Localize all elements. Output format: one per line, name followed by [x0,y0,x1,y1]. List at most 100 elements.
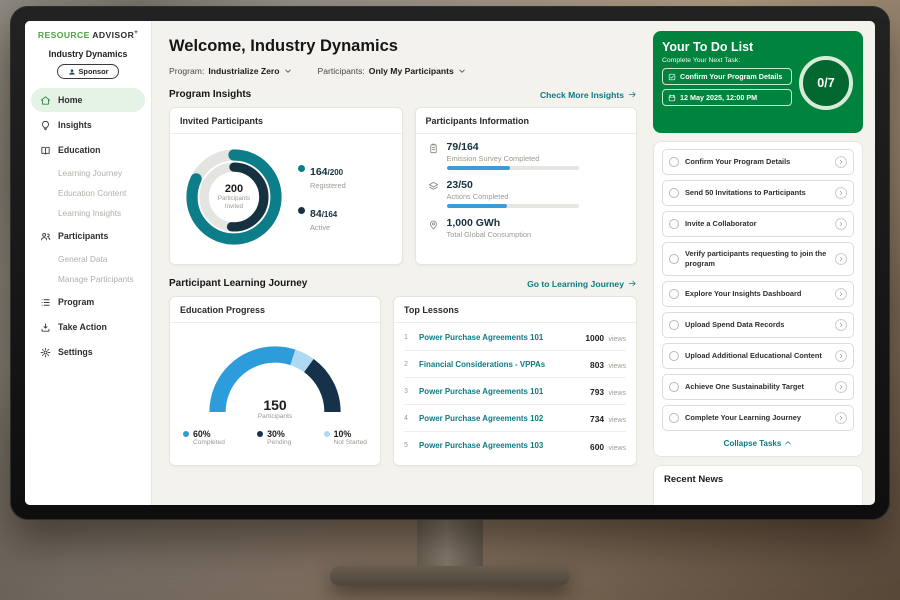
sidebar-item-general-data[interactable]: General Data [58,254,108,264]
lesson-link[interactable]: Power Purchase Agreements 101 [419,332,544,342]
task-checkbox[interactable] [669,188,679,198]
program-filter-dropdown[interactable]: Program: Industrialize Zero [169,66,292,76]
sidebar-item-label: Take Action [58,322,107,332]
card-title: Participants Information [415,108,636,134]
collapse-tasks-link[interactable]: Collapse Tasks [662,436,854,454]
task-checkbox[interactable] [669,319,679,330]
check-more-insights-link[interactable]: Check More Insights [540,90,637,100]
monitor-frame: RESOURCE ADVISOR+ Industry Dynamics Spon… [10,6,890,520]
sidebar-item-program[interactable]: Program [31,290,145,314]
sidebar-item-participants[interactable]: Participants [31,224,145,248]
program-insights-header: Program Insights Check More Insights [169,89,637,100]
task-item[interactable]: Upload Spend Data Records [662,311,854,338]
gear-icon [40,347,51,357]
go-to-learning-journey-link[interactable]: Go to Learning Journey [527,279,637,289]
legend-dot [257,431,264,437]
gauge-legend-not-started: 10% Not Started [323,429,367,446]
chevron-right-icon[interactable] [835,187,847,199]
todo-title: Your To Do List [662,40,754,54]
task-item[interactable]: Send 50 Invitations to Participants [662,180,854,206]
main-content: Welcome, Industry Dynamics Program: Indu… [153,21,651,505]
lesson-row: 3 Power Purchase Agreements 101 793 view… [404,378,626,405]
task-checkbox[interactable] [669,253,679,264]
legend-dot [298,165,305,172]
sidebar-nav: Home Insights Education Learning Journey… [25,88,151,364]
sponsor-label: Sponsor [78,67,109,76]
clipboard-icon [429,143,437,154]
lesson-row: 2 Financial Considerations - VPPAs 803 v… [404,351,626,378]
program-filter-value: Industrialize Zero [208,66,280,76]
sidebar-item-insights[interactable]: Insights [31,113,145,137]
sponsor-badge: Sponsor [57,64,119,79]
education-progress-gauge-chart [209,346,341,413]
todo-progress-ring: 0/7 [799,56,853,110]
section-title-program-insights: Program Insights [169,89,252,100]
task-item[interactable]: Upload Additional Educational Content [662,342,854,369]
task-item[interactable]: Confirm Your Program Details [662,149,854,175]
chevron-right-icon[interactable] [835,287,847,300]
sidebar-item-education[interactable]: Education [31,138,145,162]
download-icon [41,322,50,332]
invited-participants-donut-chart [186,149,282,245]
todo-subtitle: Complete Your Next Task: [662,57,741,64]
lesson-link[interactable]: Power Purchase Agreements 102 [419,413,544,423]
arrow-right-icon [628,280,636,287]
emission-survey-progress-bar [446,166,579,170]
sidebar-item-learning-journey[interactable]: Learning Journey [58,168,123,178]
chevron-right-icon[interactable] [835,411,847,424]
lesson-link[interactable]: Power Purchase Agreements 101 [419,386,544,396]
sidebar-item-settings[interactable]: Settings [31,340,145,364]
task-checkbox[interactable] [669,157,679,167]
arrow-right-icon [628,91,636,98]
chevron-right-icon[interactable] [835,218,847,230]
calendar-icon [668,94,676,101]
lesson-link[interactable]: Financial Considerations - VPPAs [419,359,546,369]
monitor-stand-base [330,566,570,586]
task-item[interactable]: Explore Your Insights Dashboard [662,280,854,307]
sidebar-item-education-content[interactable]: Education Content [58,188,127,198]
lesson-link[interactable]: Power Purchase Agreements 103 [419,441,544,450]
education-progress-card: Education Progress 150 Participants [169,296,381,466]
sidebar-item-label: Participants [58,231,109,241]
sidebar-item-label: Program [58,297,95,307]
chevron-right-icon[interactable] [835,380,847,393]
sidebar-item-label: Insights [58,120,92,130]
program-insights-cards: Invited Participants 200 [169,107,637,265]
task-item[interactable]: Invite a Collaborator [662,211,854,237]
actions-completed-progress-bar [446,204,579,208]
sidebar-item-take-action[interactable]: Take Action [31,315,145,339]
task-item[interactable]: Achieve One Sustainability Target [662,373,854,400]
book-icon [41,146,50,154]
task-checkbox[interactable] [669,350,679,361]
task-item[interactable]: Verify participants requesting to join t… [662,242,854,276]
participants-filter-dropdown[interactable]: Participants: Only My Participants [318,66,466,76]
page-title: Welcome, Industry Dynamics [169,37,398,55]
task-checkbox[interactable] [669,381,679,392]
org-name: Industry Dynamics [48,49,128,59]
chevron-right-icon[interactable] [835,156,847,168]
task-checkbox[interactable] [669,412,679,423]
sidebar-item-learning-insights[interactable]: Learning Insights [58,208,122,218]
chevron-right-icon[interactable] [835,349,847,362]
chevron-down-icon [459,69,465,73]
brand-plus: + [134,30,139,37]
learning-journey-header: Participant Learning Journey Go to Learn… [169,278,637,289]
card-title: Top Lessons [394,297,636,323]
stat-emission-survey: 79/164 Emission Survey Completed [428,141,624,170]
task-checkbox[interactable] [669,219,679,229]
check-square-icon [668,73,676,80]
task-item[interactable]: Complete Your Learning Journey [662,404,854,431]
sidebar-item-manage-participants[interactable]: Manage Participants [58,274,134,284]
sidebar-item-home[interactable]: Home [31,88,145,112]
chevron-right-icon[interactable] [835,252,847,265]
layers-icon [428,181,438,190]
sponsor-person-icon [68,68,75,75]
participants-filter-label: Participants: [317,66,365,76]
recent-news-header: Recent News [664,473,724,485]
chevron-right-icon[interactable] [835,318,847,331]
program-filter-label: Program: [169,66,205,76]
next-task-row[interactable]: Confirm Your Program Details [662,68,792,85]
todo-panel: Your To Do List Complete Your Next Task:… [651,21,875,505]
lesson-row: 5 Power Purchase Agreements 103 600 view… [404,441,626,452]
task-checkbox[interactable] [669,288,679,299]
